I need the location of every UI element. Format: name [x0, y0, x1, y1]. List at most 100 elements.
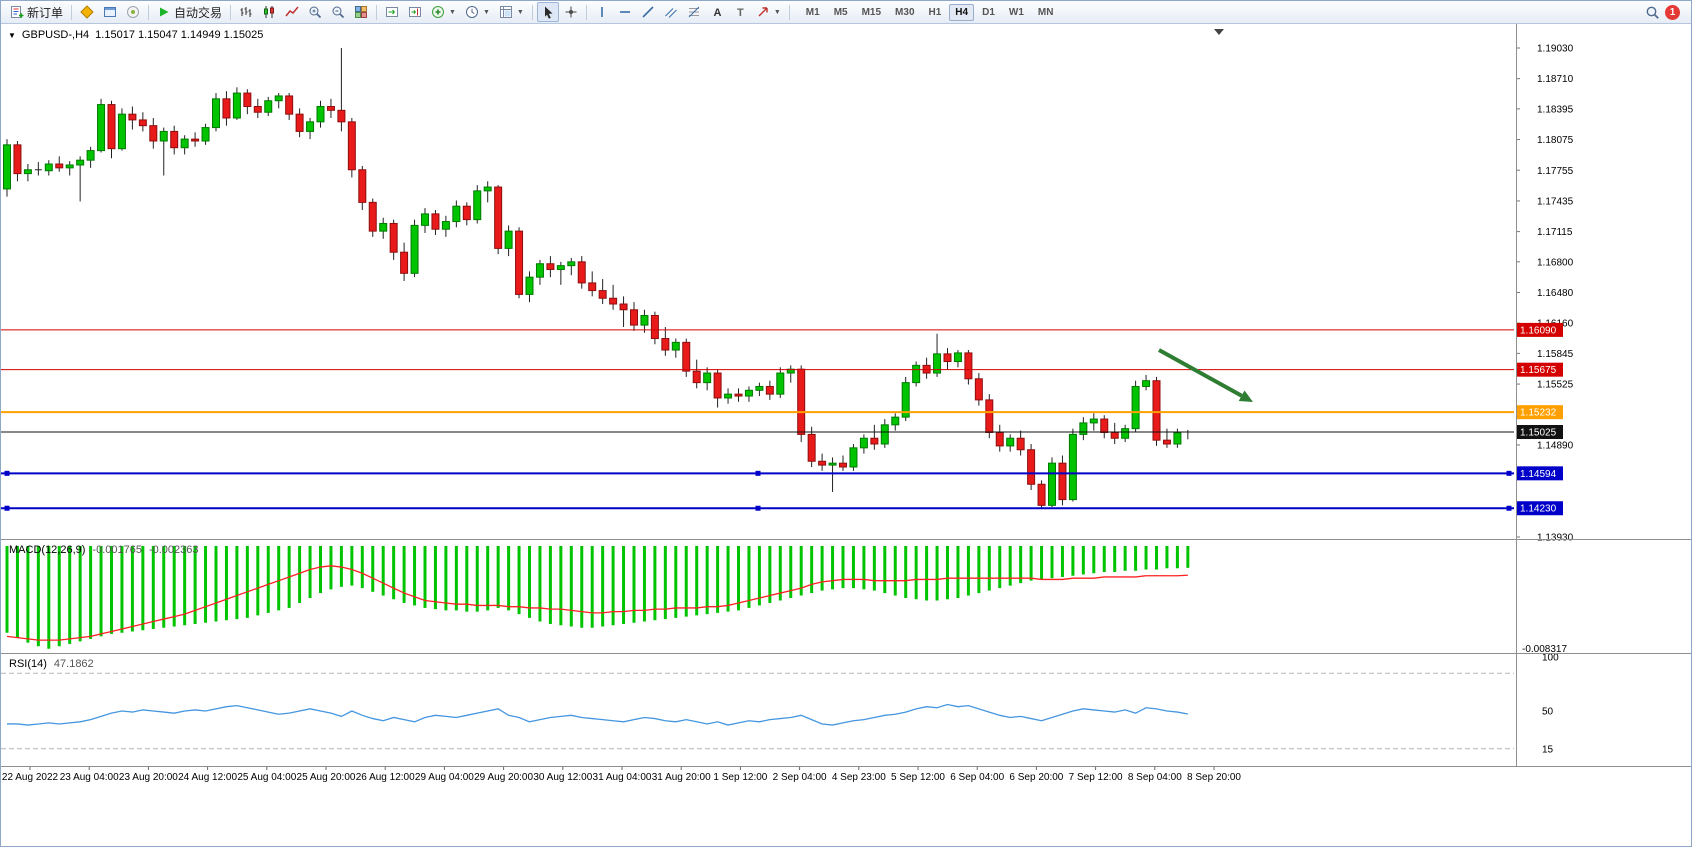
candle-body: [1058, 462, 1067, 501]
line-handle[interactable]: [755, 470, 761, 476]
text-icon: A: [713, 7, 721, 19]
text-button[interactable]: A: [706, 2, 728, 22]
fibonacci-button[interactable]: [683, 2, 705, 22]
candle-body: [138, 119, 147, 127]
timeframe-h1[interactable]: H1: [928, 6, 942, 18]
metaeditor-button[interactable]: [76, 2, 98, 22]
candle-body: [640, 315, 649, 326]
template-icon: [499, 6, 512, 18]
macd-signal-line: [6, 565, 1188, 641]
candle-body: [253, 105, 262, 113]
zoom-out-icon: [332, 6, 345, 19]
auto-scroll-button[interactable]: [381, 2, 403, 22]
trend-arrow-line[interactable]: [1158, 348, 1243, 398]
toolbar-separator: [230, 4, 232, 20]
chart-shift-button[interactable]: [404, 2, 426, 22]
horizontal-line-button[interactable]: [614, 2, 636, 22]
candle-body: [431, 213, 440, 230]
y-tick-label: 1.16800: [1537, 257, 1574, 268]
candle-body: [682, 341, 691, 372]
candle-body: [295, 113, 304, 132]
templates-button[interactable]: ▼: [495, 2, 528, 22]
trendline-button[interactable]: [637, 2, 659, 22]
candle-body: [1110, 431, 1119, 439]
candle-body: [692, 370, 701, 384]
macd-name: MACD(12,26,9): [9, 544, 86, 556]
price-label-text: 1.15232: [1520, 408, 1557, 419]
terminal-button[interactable]: [99, 2, 121, 22]
candle-body: [995, 431, 1004, 447]
search-button[interactable]: [1641, 2, 1664, 22]
candle-body: [630, 309, 638, 326]
candle-body: [400, 251, 409, 274]
shift-marker[interactable]: [1214, 29, 1224, 35]
bar-chart-icon: [240, 7, 252, 17]
time-label: 6 Sep 20:00: [1009, 772, 1063, 783]
timeframe-m1[interactable]: M1: [805, 6, 820, 18]
candle-body: [316, 105, 325, 123]
y-tick-label: 1.13930: [1537, 533, 1574, 544]
line-handle[interactable]: [4, 470, 10, 476]
candle-body: [577, 261, 586, 284]
candle-body: [1142, 380, 1151, 387]
timeframe-d1[interactable]: D1: [982, 6, 995, 18]
arrows-button[interactable]: ▼: [752, 2, 785, 22]
toolbar-separator: [788, 4, 790, 20]
new-order-button[interactable]: 新订单: [6, 2, 67, 22]
price-label-text: 1.15675: [1520, 365, 1557, 376]
toolbar-separator: [376, 4, 378, 20]
timeframe-h4[interactable]: H4: [949, 3, 975, 21]
periods-button[interactable]: ▼: [461, 2, 494, 22]
tile-windows-button[interactable]: [350, 2, 372, 22]
candle-body: [379, 222, 388, 232]
timeframe-m15[interactable]: M15: [861, 6, 882, 18]
line-handle[interactable]: [1506, 505, 1512, 511]
bar-chart-button[interactable]: [235, 2, 257, 22]
candle-body: [421, 213, 429, 226]
zoom-in-icon: [309, 6, 322, 19]
collapse-icon[interactable]: ▼: [8, 30, 16, 40]
line-handle[interactable]: [1506, 470, 1512, 476]
y-tick-label: 1.15525: [1537, 380, 1574, 391]
community-button[interactable]: [122, 2, 144, 22]
time-label: 30 Aug 12:00: [533, 772, 592, 783]
timeframe-w1[interactable]: W1: [1008, 6, 1024, 18]
chart-header: ▼ GBPUSD-,H4 1.15017 1.15047 1.14949 1.1…: [8, 29, 263, 41]
channel-button[interactable]: [660, 2, 682, 22]
candle-body: [870, 437, 879, 445]
timeframe-mn[interactable]: MN: [1037, 6, 1054, 18]
time-label: 1 Sep 12:00: [713, 772, 767, 783]
auto-trading-button[interactable]: 自动交易: [153, 2, 226, 22]
metaquotes-icon: [80, 5, 94, 19]
line-handle[interactable]: [4, 505, 10, 511]
line-handle[interactable]: [755, 505, 761, 511]
timeframe-m5[interactable]: M5: [833, 6, 848, 18]
zoom-in-button[interactable]: [304, 2, 326, 22]
text-label-button[interactable]: T: [729, 2, 751, 22]
timeframe-m30[interactable]: M30: [895, 6, 915, 18]
y-tick-label: 1.14890: [1537, 440, 1574, 451]
candle-body: [661, 338, 670, 351]
candle-body: [222, 98, 231, 119]
notification-badge[interactable]: 1: [1665, 4, 1680, 20]
candle-body: [149, 125, 158, 142]
candle-body: [358, 169, 367, 203]
candle-body: [3, 144, 11, 190]
line-chart-button[interactable]: [281, 2, 303, 22]
candle-body: [212, 98, 220, 129]
time-label: 24 Aug 12:00: [178, 772, 237, 783]
crosshair-button[interactable]: [560, 2, 582, 22]
tile-windows-icon: [355, 6, 368, 18]
candlestick-chart-button[interactable]: [258, 2, 280, 22]
cursor-button[interactable]: [536, 2, 559, 22]
price-label-text: 1.16090: [1520, 325, 1557, 336]
auto-scroll-icon: [386, 7, 399, 17]
time-label: 4 Sep 23:00: [832, 772, 886, 783]
indicators-button[interactable]: ▼: [427, 2, 460, 22]
trend-arrow-head[interactable]: [1238, 390, 1253, 402]
price-label-text: 1.14594: [1520, 469, 1557, 480]
vertical-line-button[interactable]: [591, 2, 613, 22]
candle-body: [901, 382, 910, 418]
zoom-out-button[interactable]: [327, 2, 349, 22]
